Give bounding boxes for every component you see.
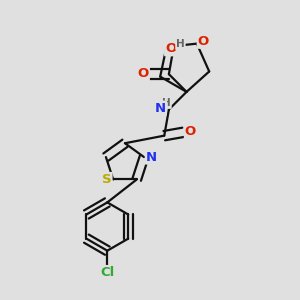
Text: N: N <box>155 102 166 115</box>
Text: O: O <box>198 35 209 48</box>
Text: O: O <box>185 125 196 138</box>
Text: S: S <box>102 173 112 186</box>
Text: H: H <box>176 39 185 49</box>
Text: O: O <box>165 42 176 55</box>
Text: N: N <box>146 151 157 164</box>
Text: H: H <box>162 98 171 108</box>
Text: O: O <box>138 67 149 80</box>
Text: Cl: Cl <box>100 266 114 279</box>
